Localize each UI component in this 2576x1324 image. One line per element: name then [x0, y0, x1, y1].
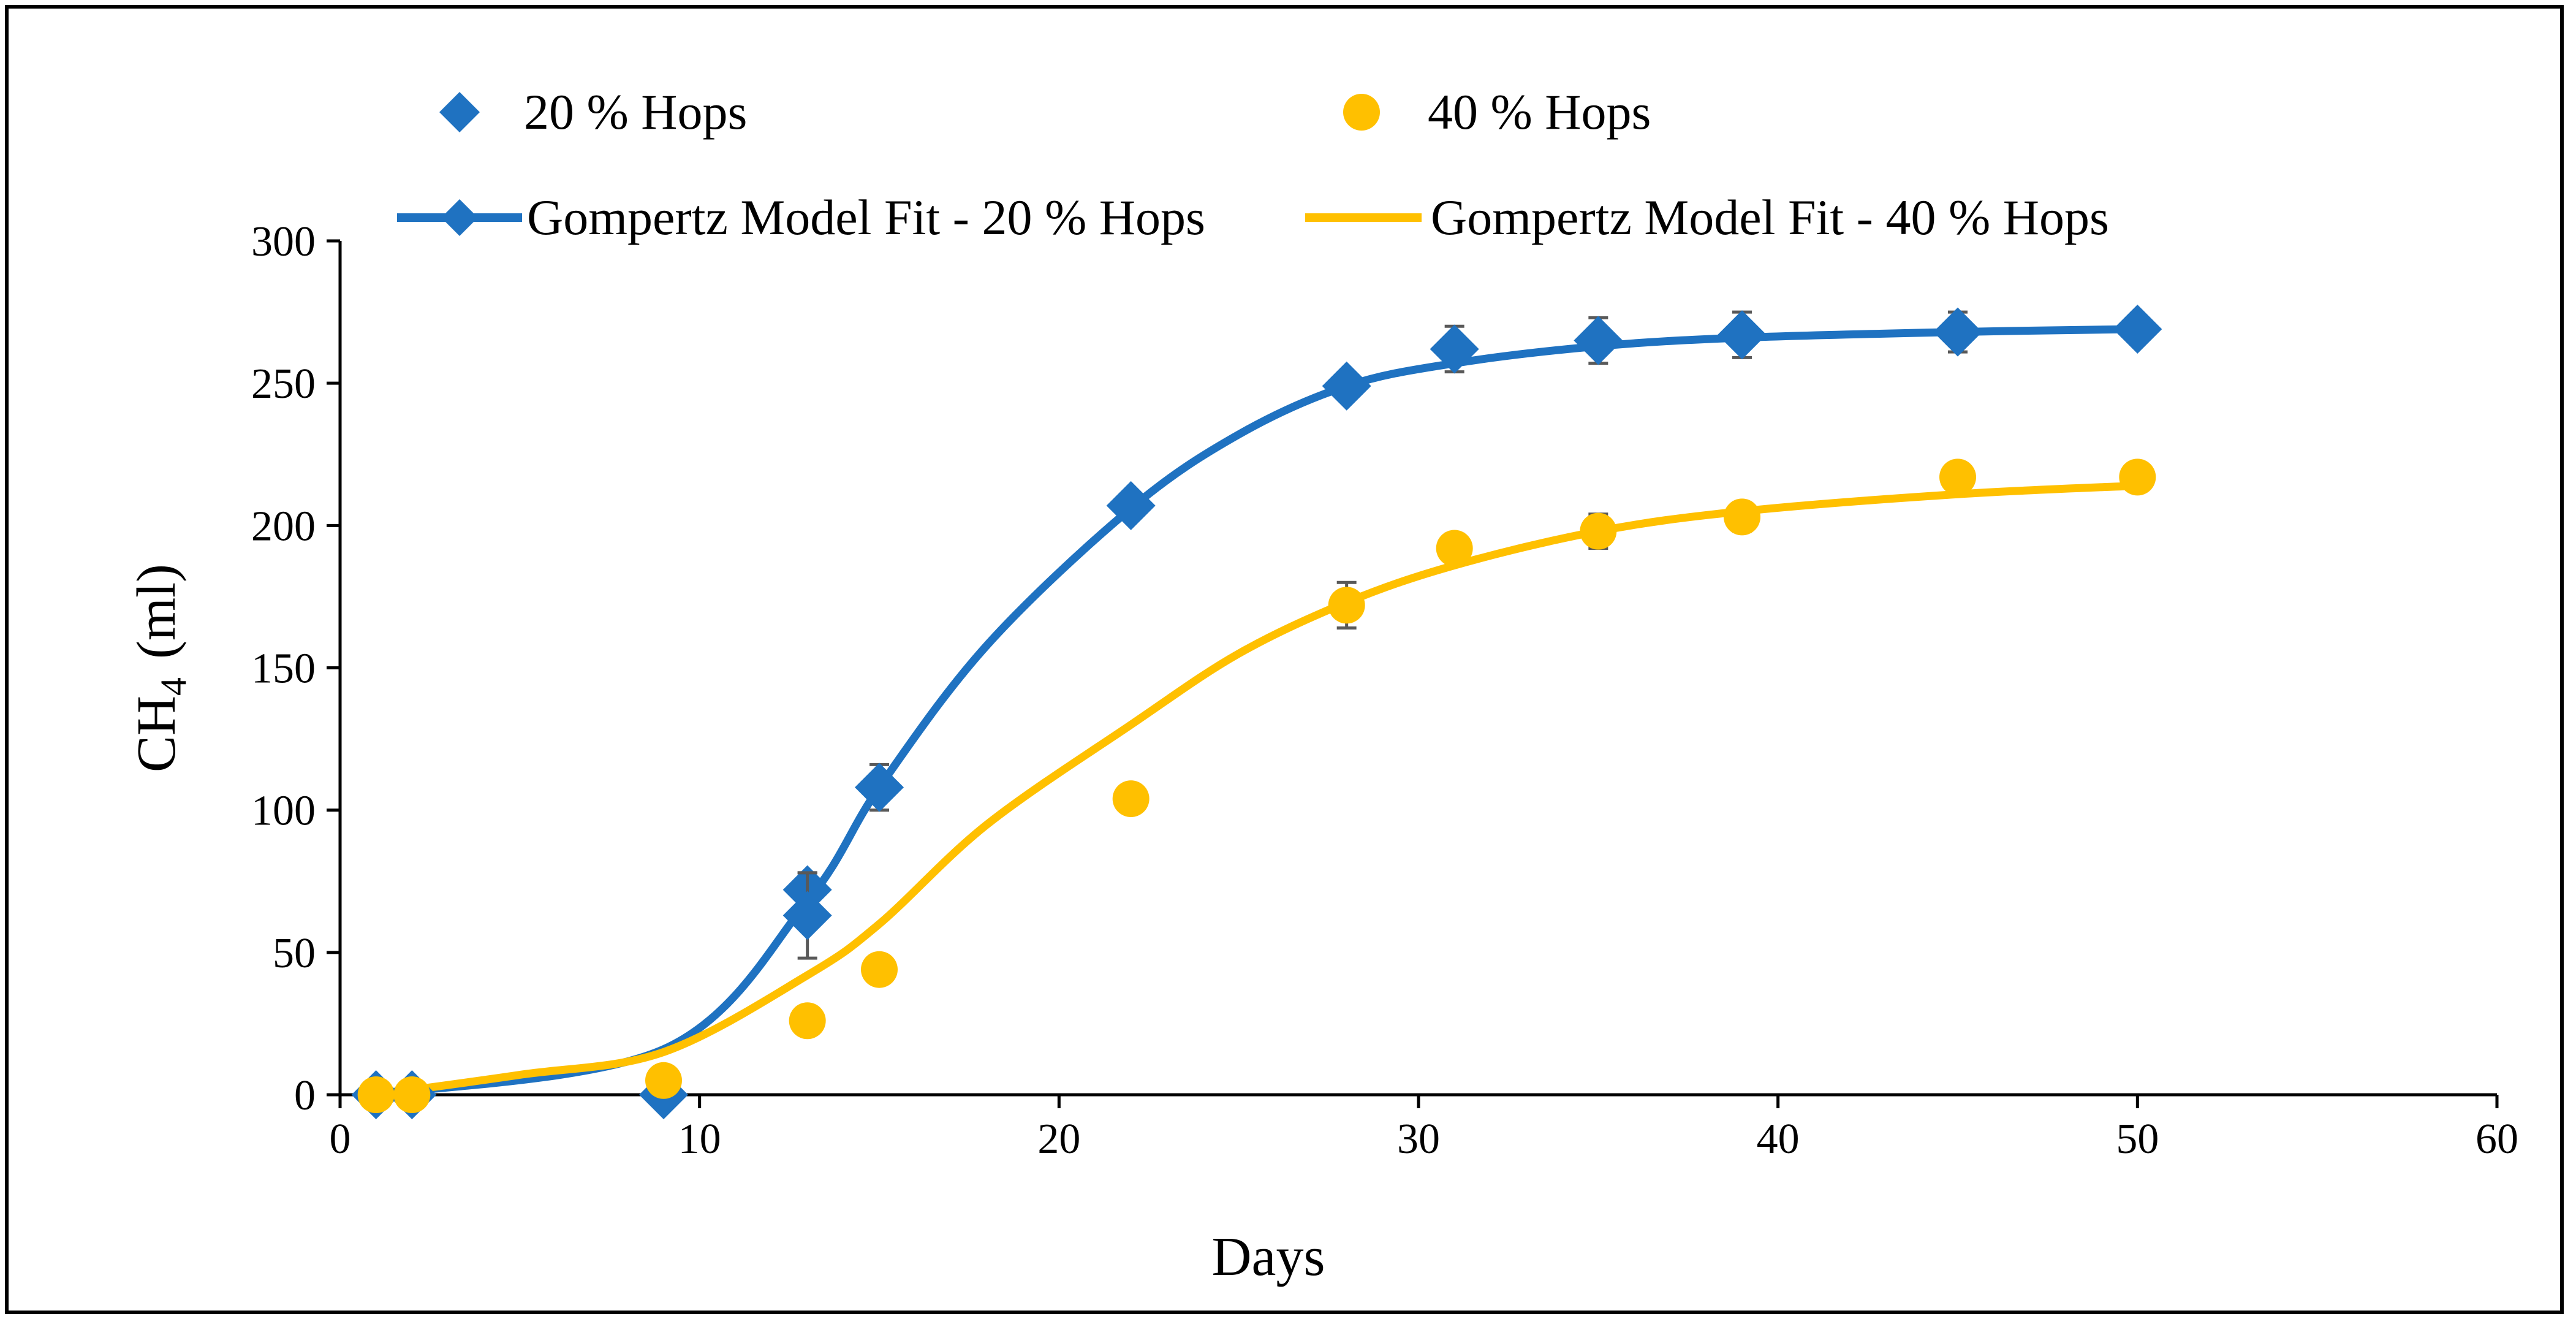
y-axis-title-subscript: 4	[153, 677, 194, 696]
point-series-0-12	[2113, 304, 2162, 354]
point-series-0-10	[1718, 310, 1767, 360]
y-tick-label-200: 200	[251, 503, 316, 550]
x-tick-label-40: 40	[1757, 1116, 1800, 1163]
point-series-1-11	[2119, 458, 2156, 496]
point-series-0-6	[1106, 481, 1156, 530]
legend-item-gompertz-40: Gompertz Model Fit - 40 % Hops	[1305, 189, 2109, 245]
y-axis-title-unit: (ml)	[126, 564, 187, 659]
y-tick-label-50: 50	[273, 930, 316, 977]
point-series-1-8	[1580, 512, 1617, 550]
point-series-1-10	[1939, 458, 1976, 496]
point-series-0-4	[782, 891, 832, 940]
point-series-1-2	[645, 1062, 682, 1099]
point-series-1-7	[1436, 530, 1473, 567]
data-points	[351, 304, 2162, 1119]
y-axis-title: CH4 (ml)	[126, 564, 194, 772]
legend-item-20-hops: 20 % Hops	[439, 84, 747, 140]
x-tick-label-20: 20	[1037, 1116, 1080, 1163]
legend-label-gompertz-20: Gompertz Model Fit - 20 % Hops	[527, 189, 1205, 245]
legend-marker-circle	[1343, 94, 1380, 131]
y-tick-label-300: 300	[251, 218, 316, 265]
legend-item-40-hops: 40 % Hops	[1343, 84, 1651, 140]
point-series-1-3	[789, 1002, 826, 1040]
point-series-1-5	[1112, 780, 1150, 818]
point-series-1-4	[861, 951, 898, 988]
x-axis-title: Days	[1212, 1227, 1325, 1287]
x-tick-label-60: 60	[2476, 1116, 2518, 1163]
axes: 0 10 20 30 40 50 60 0 50 100 150 200 250 300	[251, 218, 2518, 1163]
fit-lines	[372, 325, 2142, 1099]
legend-label-20-hops: 20 % Hops	[524, 84, 747, 140]
y-tick-label-0: 0	[294, 1072, 316, 1119]
legend-marker-diamond	[439, 92, 480, 132]
legend-label-gompertz-40: Gompertz Model Fit - 40 % Hops	[1431, 189, 2109, 245]
point-series-1-6	[1328, 587, 1365, 624]
point-series-0-5	[855, 763, 904, 812]
point-series-1-9	[1724, 498, 1760, 536]
y-tick-label-250: 250	[251, 360, 316, 408]
point-series-1-1	[393, 1076, 431, 1113]
legend-item-gompertz-20: Gompertz Model Fit - 20 % Hops	[397, 189, 1205, 245]
x-tick-label-10: 10	[678, 1116, 721, 1163]
point-series-0-8	[1430, 324, 1479, 374]
legend: 20 % Hops 40 % Hops Gompertz Model Fit -…	[397, 84, 2109, 245]
legend-marker-gompertz-20	[441, 199, 478, 236]
y-tick-label-150: 150	[251, 645, 316, 693]
fit-line-series-2	[372, 325, 2142, 1099]
point-series-0-7	[1322, 361, 1371, 411]
point-series-0-11	[1933, 307, 1982, 357]
point-series-0-9	[1574, 316, 1623, 365]
legend-label-40-hops: 40 % Hops	[1428, 84, 1651, 140]
x-tick-label-30: 30	[1397, 1116, 1440, 1163]
y-axis-title-main: CH	[126, 696, 187, 772]
fit-line-series-3	[372, 481, 2142, 1099]
x-tick-label-0: 0	[330, 1116, 351, 1163]
point-series-1-0	[357, 1076, 395, 1113]
y-tick-label-100: 100	[251, 788, 316, 835]
x-tick-label-50: 50	[2116, 1116, 2159, 1163]
